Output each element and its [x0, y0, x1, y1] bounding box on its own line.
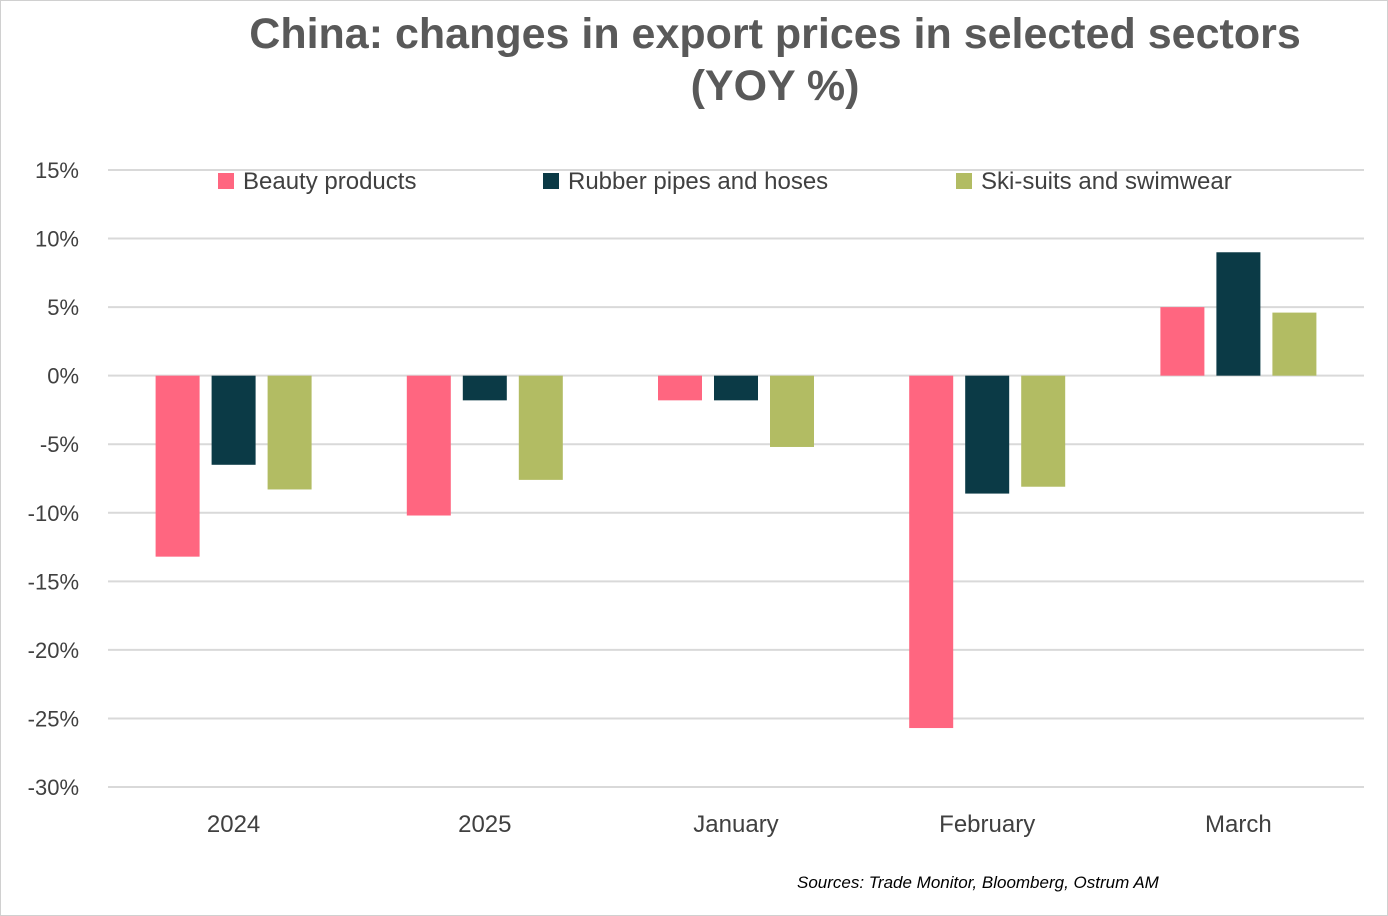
bar [658, 375, 702, 401]
y-tick-label: 15% [35, 158, 79, 183]
bar [1216, 252, 1261, 376]
legend-label: Ski-suits and swimwear [981, 168, 1232, 195]
y-tick-label: -30% [28, 775, 79, 800]
legend-swatch [543, 173, 559, 189]
bar [211, 375, 256, 465]
y-tick-label: 10% [35, 227, 79, 252]
y-axis: 15% 10% 5% 0% -5% -10% -15% -20% -25% -30% [28, 158, 79, 800]
chart-title: China: changes in export prices in selec… [249, 10, 1301, 58]
chart-title-block: China: changes in export prices in selec… [150, 8, 1388, 112]
x-category-label: 2024 [207, 811, 260, 838]
x-category-label: March [1205, 811, 1272, 838]
y-tick-label: -25% [28, 706, 79, 731]
y-tick-label: -20% [28, 638, 79, 663]
legend-label: Beauty products [243, 168, 416, 195]
x-axis: 2024 2025 January February March [207, 811, 1272, 838]
bar [909, 375, 954, 729]
y-tick-label: -15% [28, 569, 79, 594]
bar [770, 375, 814, 447]
bar [155, 375, 200, 557]
bar [965, 375, 1010, 494]
y-tick-label: -10% [28, 501, 79, 526]
bar [518, 375, 563, 480]
bar [462, 375, 507, 401]
legend: Beauty products Rubber pipes and hoses Ski… [218, 168, 1232, 195]
bar [267, 375, 312, 490]
bar [406, 375, 451, 516]
source-note: Sources: Trade Monitor, Bloomberg, Ostru… [797, 873, 1159, 892]
bar [1160, 307, 1205, 376]
x-category-label: January [693, 811, 778, 838]
legend-swatch [956, 173, 972, 189]
bar [714, 375, 758, 401]
y-tick-label: -5% [40, 432, 79, 457]
y-tick-label: 0% [47, 364, 79, 389]
x-category-label: February [939, 811, 1035, 838]
x-category-label: 2025 [458, 811, 511, 838]
legend-label: Rubber pipes and hoses [568, 168, 828, 195]
y-tick-label: 5% [47, 295, 79, 320]
bar [1021, 375, 1066, 487]
bar [1272, 312, 1317, 376]
chart-subtitle: (YOY %) [690, 62, 860, 110]
bars [155, 252, 1317, 729]
legend-swatch [218, 173, 234, 189]
